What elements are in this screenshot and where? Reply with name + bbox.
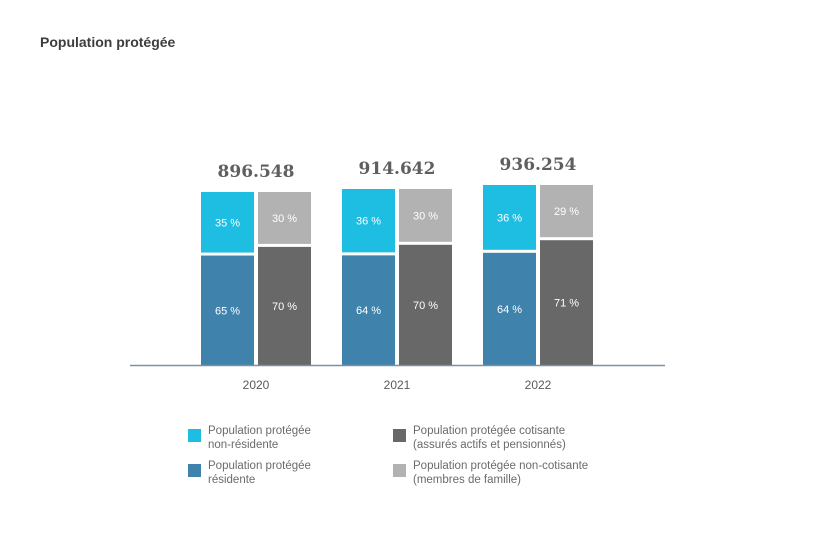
legend-swatch-contributing <box>393 429 406 442</box>
bar-label-cotisation-2022-seg0: 71 % <box>554 298 579 310</box>
legend-label-non-contributing-line2: (membres de famille) <box>413 474 521 486</box>
legend-label-resident-line1: Population protégée <box>208 460 311 472</box>
legend-swatch-resident <box>188 464 201 477</box>
bar-label-cotisation-2021-seg0: 70 % <box>413 300 438 312</box>
total-label-2020: 896.548 <box>218 162 295 182</box>
total-label-2022: 936.254 <box>500 155 577 175</box>
bar-residence-2020-seg1 <box>201 192 254 253</box>
bar-residence-2021-seg0 <box>342 255 395 365</box>
bar-cotisation-2020-seg1 <box>258 192 311 244</box>
bar-label-cotisation-2021-seg1: 30 % <box>413 210 438 222</box>
x-tick-label-2020: 2020 <box>243 378 270 392</box>
legend-swatch-non-contributing <box>393 464 406 477</box>
bar-residence-2021-seg1 <box>342 189 395 253</box>
chart-title: Population protégée <box>40 34 176 50</box>
bar-label-cotisation-2020-seg0: 70 % <box>272 301 297 313</box>
bar-label-cotisation-2020-seg1: 30 % <box>272 213 297 225</box>
bar-label-residence-2021-seg0: 64 % <box>356 305 381 317</box>
bar-residence-2022-seg1 <box>483 185 536 250</box>
bar-label-residence-2021-seg1: 36 % <box>356 216 381 228</box>
bar-label-residence-2022-seg0: 64 % <box>497 304 522 316</box>
bar-residence-2022-seg0 <box>483 252 536 365</box>
bar-residence-2020-seg0 <box>201 255 254 365</box>
bar-label-residence-2020-seg0: 65 % <box>215 305 240 317</box>
bar-cotisation-2022-seg0 <box>540 240 593 365</box>
bar-cotisation-2020-seg0 <box>258 246 311 365</box>
legend-label-non-resident-line2: non-résidente <box>208 439 279 451</box>
legend-swatch-non-resident <box>188 429 201 442</box>
x-tick-label-2022: 2022 <box>525 378 552 392</box>
legend-label-resident-line2: résidente <box>208 474 256 486</box>
x-tick-label-2021: 2021 <box>384 378 411 392</box>
legend-label-contributing-line1: Population protégée cotisante <box>413 425 566 437</box>
legend-label-non-contributing-line1: Population protégée non-cotisante <box>413 460 589 472</box>
bar-label-residence-2020-seg1: 35 % <box>215 217 240 229</box>
total-label-2021: 914.642 <box>359 159 436 179</box>
legend-label-contributing-line2: (assurés actifs et pensionnés) <box>413 439 566 451</box>
bar-label-cotisation-2022-seg1: 29 % <box>554 206 579 218</box>
bar-cotisation-2021-seg1 <box>399 189 452 242</box>
legend-label-non-resident-line1: Population protégée <box>208 425 311 437</box>
bar-cotisation-2022-seg1 <box>540 185 593 238</box>
bar-label-residence-2022-seg1: 36 % <box>497 212 522 224</box>
bar-cotisation-2021-seg0 <box>399 244 452 365</box>
